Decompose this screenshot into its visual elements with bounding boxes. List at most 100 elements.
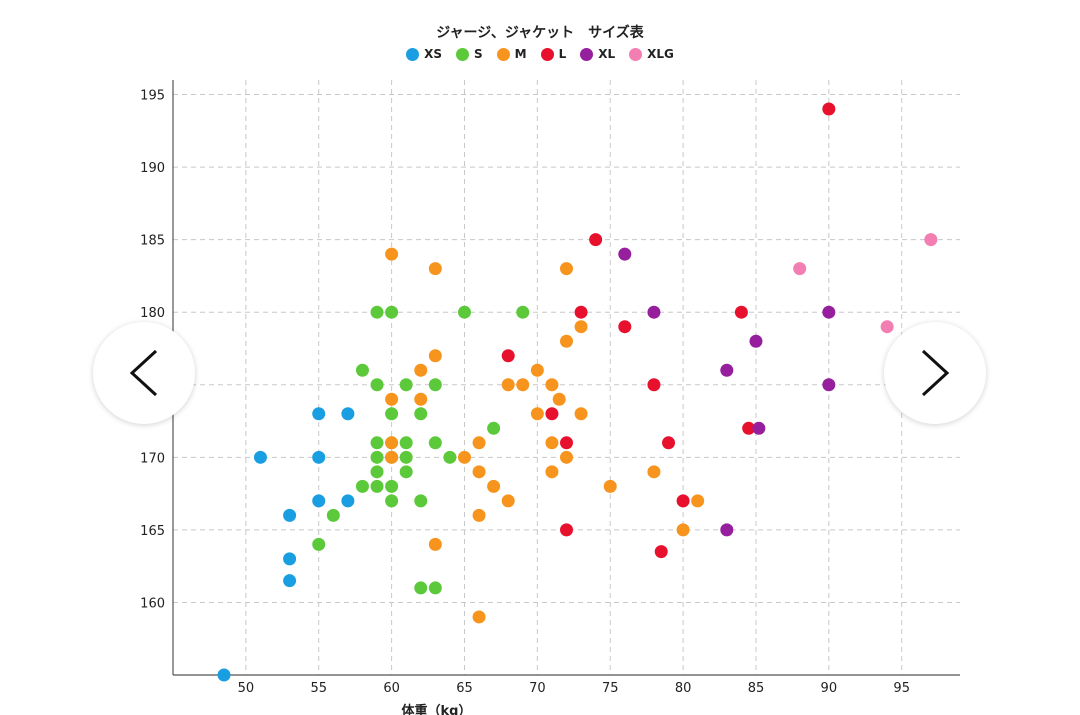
y-tick-label: 195 [140,89,165,104]
y-tick-label: 160 [140,596,165,611]
data-point-l [545,407,559,421]
data-point-xl [720,523,734,537]
data-point-m [472,436,486,450]
data-point-s [370,378,384,392]
data-point-s [428,436,442,450]
data-point-xs [341,407,355,421]
data-point-s [457,305,471,319]
data-point-xl [822,378,836,392]
legend-label: XLG [647,47,674,61]
data-point-m [428,349,442,363]
data-point-m [530,363,544,377]
data-point-m [385,450,399,464]
data-point-s [370,305,384,319]
legend-label: XL [598,47,616,61]
data-point-m [472,610,486,624]
data-point-m [428,537,442,551]
y-tick-label: 190 [140,161,165,176]
data-point-xs [312,494,326,508]
chevron-left-icon [129,349,158,397]
data-point-m [574,320,588,334]
next-button[interactable] [884,322,986,424]
x-tick-label: 80 [675,681,692,696]
previous-button[interactable] [93,322,195,424]
data-point-m [545,378,559,392]
x-tick-label: 90 [821,681,838,696]
data-point-s [399,436,413,450]
data-point-s [414,581,428,595]
data-point-xs [312,450,326,464]
data-point-l [560,523,573,537]
legend-swatch [496,47,510,61]
data-point-l [662,436,676,450]
x-tick-label: 95 [893,681,910,696]
x-tick-label: 65 [456,681,473,696]
data-point-m [385,247,399,261]
data-point-l [574,305,588,319]
x-tick-label: 50 [238,681,255,696]
data-point-xl [752,421,766,435]
data-point-xs [283,508,297,522]
data-point-m [545,436,559,450]
data-point-l [822,102,836,116]
data-point-s [399,465,413,479]
data-point-xs [283,574,297,588]
data-point-m [385,392,399,406]
legend-item-s[interactable]: S [455,47,483,61]
legend-item-xlg[interactable]: XLG [629,47,674,61]
data-point-m [472,508,486,522]
data-point-l [618,320,632,334]
data-point-s [399,450,413,464]
data-point-xs [253,450,267,464]
data-point-l [589,233,603,247]
data-point-s [428,378,442,392]
data-point-xlg [880,320,894,334]
data-point-xl [647,305,661,319]
data-point-xlg [793,262,807,276]
data-point-s [370,479,384,493]
y-tick-label: 170 [140,451,165,466]
data-point-l [501,349,515,363]
data-point-xs [217,668,231,682]
data-point-s [516,305,530,319]
legend-swatch [629,47,643,61]
data-point-m [676,523,690,537]
legend-swatch [540,47,554,61]
data-point-s [370,465,384,479]
chevron-right-icon [921,349,950,397]
data-point-s [370,436,384,450]
data-point-xl [618,247,632,261]
data-point-m [516,378,530,392]
legend-item-xs[interactable]: XS [406,47,442,61]
data-point-s [385,407,399,421]
y-tick-label: 185 [140,234,165,249]
data-point-xs [341,494,355,508]
x-tick-label: 70 [529,681,546,696]
data-point-xl [749,334,763,348]
data-point-s [487,421,501,435]
data-point-xlg [924,233,938,247]
data-point-s [399,378,413,392]
legend-swatch [455,47,469,61]
legend-item-l[interactable]: L [540,47,567,61]
data-point-m [560,450,573,464]
data-point-m [560,334,573,348]
data-point-s [385,494,399,508]
data-point-m [428,262,442,276]
legend-item-xl[interactable]: XL [580,47,615,61]
data-point-m [501,494,515,508]
legend-label: XS [424,47,442,61]
legend-swatch [406,47,420,61]
data-point-s [428,581,442,595]
x-tick-label: 75 [602,681,619,696]
chart-title: ジャージ、ジャケット サイズ表 [436,25,644,41]
legend-item-m[interactable]: M [496,47,527,61]
data-point-m [501,378,515,392]
data-point-m [552,392,566,406]
data-point-m [574,407,588,421]
data-point-s [326,508,340,522]
data-point-m [487,479,501,493]
legend-label: L [558,47,567,61]
data-point-xs [283,552,297,566]
